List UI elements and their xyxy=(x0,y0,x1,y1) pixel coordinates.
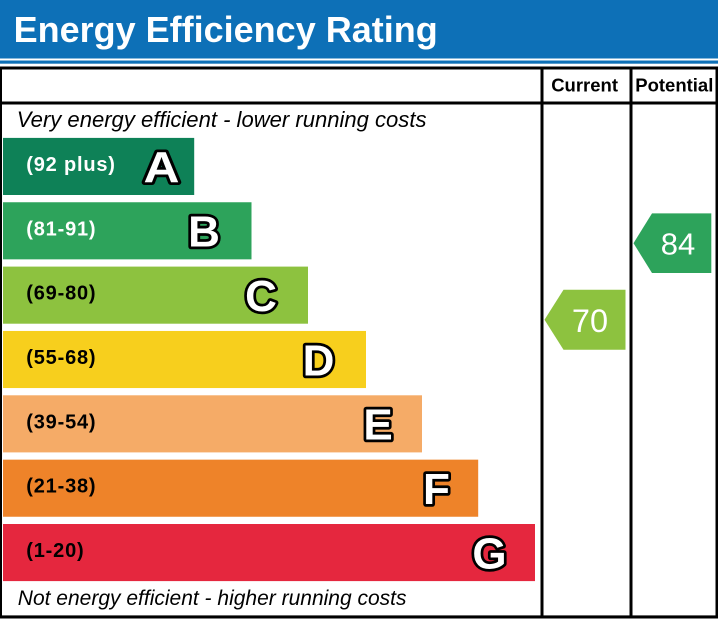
svg-text:Current: Current xyxy=(551,74,618,95)
svg-text:(39-54): (39-54) xyxy=(26,411,96,433)
svg-text:D: D xyxy=(303,336,335,385)
svg-text:84: 84 xyxy=(661,226,695,261)
svg-text:(81-91): (81-91) xyxy=(26,218,96,240)
svg-text:Not energy efficient - higher: Not energy efficient - higher running co… xyxy=(18,587,407,610)
svg-text:Energy Efficiency Rating: Energy Efficiency Rating xyxy=(14,9,438,50)
svg-text:F: F xyxy=(423,465,450,514)
svg-text:70: 70 xyxy=(572,303,608,339)
svg-text:(55-68): (55-68) xyxy=(26,347,96,369)
svg-text:(92 plus): (92 plus) xyxy=(26,154,115,176)
svg-text:Very energy efficient - lower: Very energy efficient - lower running co… xyxy=(17,107,427,132)
svg-text:(21-38): (21-38) xyxy=(26,476,96,498)
svg-text:A: A xyxy=(144,143,180,192)
svg-text:G: G xyxy=(472,529,506,578)
svg-text:Potential: Potential xyxy=(635,74,713,95)
svg-text:(1-20): (1-20) xyxy=(26,540,84,562)
svg-text:B: B xyxy=(188,208,220,257)
svg-text:E: E xyxy=(363,401,392,450)
svg-text:(69-80): (69-80) xyxy=(26,283,96,305)
svg-text:C: C xyxy=(245,272,277,321)
